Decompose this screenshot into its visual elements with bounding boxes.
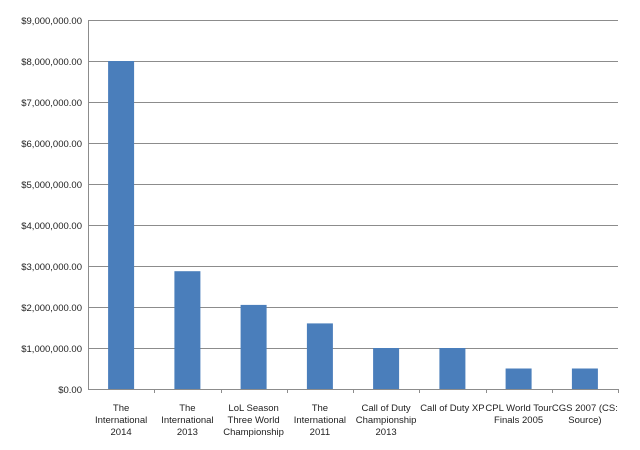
category-label: Call of Duty XP [420,403,484,414]
bar [240,304,267,389]
y-tick-label: $9,000,000.00 [21,16,82,27]
category-label: The International 2011 [294,403,346,438]
category-label-line: Championship [356,415,417,426]
category-label-line: Championship [223,427,284,438]
y-tick-label: $0.00 [58,385,82,396]
bar [571,368,598,389]
category-label-line: The [179,403,195,414]
axes [88,20,619,393]
category-label: LoL Season Three World Championship [223,403,284,438]
category-label-line: LoL Season [228,403,278,414]
bar [174,271,201,389]
category-label-line: Call of Duty XP [420,403,484,414]
category-label-line: The [312,403,328,414]
category-label-line: Three World [228,415,280,426]
category-label-line: 2013 [177,427,198,438]
bar [306,323,333,389]
category-label-line: Source) [568,415,601,426]
y-axis-tick-labels: $0.00 $1,000,000.00 $2,000,000.00 $3,000,00… [21,16,82,396]
y-tick-label: $7,000,000.00 [21,98,82,109]
category-label-line: Finals 2005 [494,415,543,426]
bar [505,368,532,389]
category-label-line: International [161,415,213,426]
bar [439,348,466,389]
category-label-line: 2014 [111,427,132,438]
category-label-line: International [294,415,346,426]
y-tick-label: $3,000,000.00 [21,262,82,273]
y-tick-label: $4,000,000.00 [21,221,82,232]
bars [108,61,598,389]
category-label: The International 2013 [161,403,213,438]
category-label-line: Call of Duty [362,403,411,414]
category-label-line: CGS 2007 (CS: [552,403,618,414]
category-label: CGS 2007 (CS: Source) [552,403,618,426]
category-label: The International 2014 [95,403,147,438]
category-label-line: CPL World Tour [485,403,551,414]
y-tick-label: $6,000,000.00 [21,139,82,150]
y-tick-label: $8,000,000.00 [21,57,82,68]
bar [373,348,400,389]
y-tick-label: $2,000,000.00 [21,303,82,314]
category-label: Call of Duty Championship 2013 [356,403,417,438]
category-label: CPL World Tour Finals 2005 [485,403,551,426]
y-tick-label: $5,000,000.00 [21,180,82,191]
category-label-line: 2011 [310,427,330,438]
category-label-line: International [95,415,147,426]
gridlines [88,20,618,349]
bar [108,61,135,389]
y-tick-label: $1,000,000.00 [21,344,82,355]
category-label-line: The [113,403,129,414]
category-label-line: 2013 [376,427,397,438]
